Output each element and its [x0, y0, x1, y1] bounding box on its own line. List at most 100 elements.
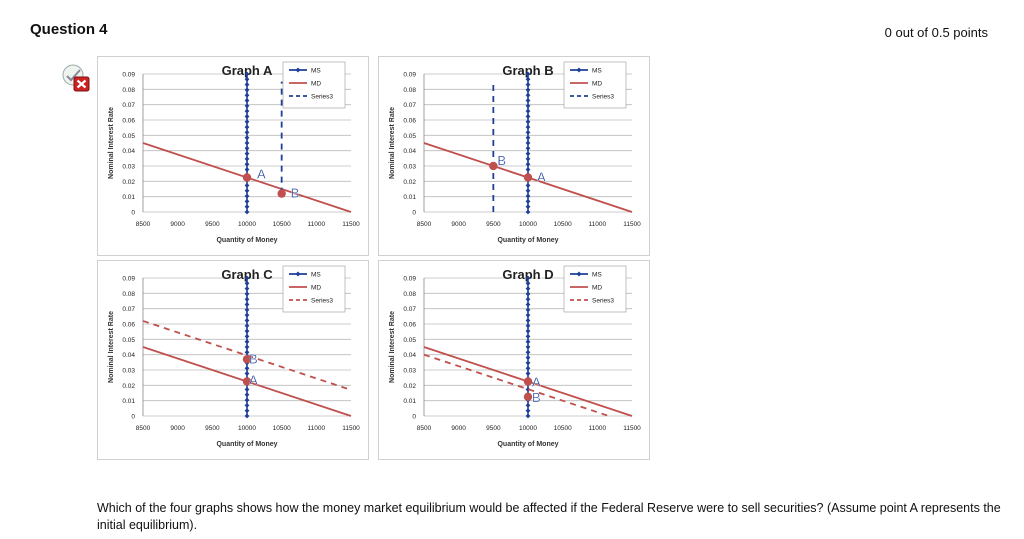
series-ms-point: [525, 156, 531, 162]
series-ms-point: [525, 413, 531, 419]
series-ms-point: [244, 119, 250, 125]
chart-title: Graph B: [502, 63, 553, 78]
series-ms-point: [525, 408, 531, 414]
series-ms-point: [244, 193, 250, 199]
series-ms-point: [244, 145, 250, 151]
y-tick-label: 0.01: [403, 194, 416, 201]
x-tick-label: 9500: [205, 425, 220, 432]
chart-title: Graph D: [502, 267, 553, 282]
series-ms-point: [525, 296, 531, 302]
chart-graph-b: 0 0.01 0.02 0.03 0.04 0.05 0.06 0.07 0.08 0.09 850…: [378, 56, 650, 256]
y-tick-label: 0.07: [122, 102, 135, 109]
series-ms-point: [525, 280, 531, 286]
y-tick-label: 0.06: [403, 118, 416, 125]
series-ms-point: [525, 198, 531, 204]
series-ms-point: [525, 87, 531, 93]
chart-title: Graph A: [222, 63, 273, 78]
chart-graph-d: 0 0.01 0.02 0.03 0.04 0.05 0.06 0.07 0.08 0.09 850…: [378, 260, 650, 460]
series-ms-point: [244, 328, 250, 334]
x-axis-label: Quantity of Money: [497, 441, 558, 448]
score-label: 0 out of 0.5 points: [884, 25, 988, 40]
chart-title: Graph C: [221, 267, 273, 282]
series-ms-point: [244, 82, 250, 88]
y-tick-label: 0.04: [122, 352, 135, 359]
y-tick-label: 0.01: [122, 194, 135, 201]
series-ms-point: [525, 145, 531, 151]
point-label: A: [257, 167, 266, 182]
equilibrium-point: [523, 392, 533, 402]
y-tick-label: 0.02: [122, 383, 135, 390]
series-ms-point: [525, 371, 531, 376]
x-tick-label: 9000: [451, 425, 466, 432]
series-ms-point: [244, 397, 250, 403]
chart-graph-c: 0 0.01 0.02 0.03 0.04 0.05 0.06 0.07 0.08 0.09 850…: [97, 260, 369, 460]
y-tick-label: 0.05: [403, 133, 416, 140]
x-tick-label: 11000: [589, 425, 607, 432]
x-tick-label: 9000: [170, 221, 185, 228]
x-tick-label: 9500: [486, 425, 501, 432]
series-ms-point: [244, 280, 250, 286]
x-tick-label: 8500: [417, 425, 432, 432]
equilibrium-point: [523, 377, 533, 386]
series-ms-point: [525, 209, 531, 215]
series-ms-point: [525, 135, 531, 141]
series-ms-point: [525, 119, 531, 125]
series-ms-point: [525, 302, 531, 307]
y-tick-label: 0.06: [122, 118, 135, 125]
legend-marker: [576, 67, 582, 73]
series-ms-point: [244, 156, 250, 162]
series-ms-point: [525, 402, 531, 408]
question-title: Question 4: [30, 21, 108, 38]
series-ms-point: [244, 71, 250, 77]
chart-graph-a: 0 0.01 0.02 0.03 0.04 0.05 0.06 0.07 0.08 0.09 850…: [97, 56, 369, 256]
series-ms-point: [244, 312, 250, 318]
y-tick-label: 0.06: [122, 322, 135, 329]
y-tick-label: 0.02: [122, 179, 135, 186]
series-ms-point: [525, 328, 531, 334]
y-tick-label: 0.09: [122, 276, 135, 283]
series-ms-point: [244, 188, 250, 194]
equilibrium-point: [242, 377, 252, 386]
equilibrium-point: [489, 161, 498, 171]
x-tick-label: 9500: [486, 221, 501, 228]
series-ms-point: [525, 318, 531, 323]
legend-label: MS: [592, 272, 602, 279]
x-tick-label: 11000: [308, 221, 326, 228]
series-ms-point: [244, 286, 250, 292]
series-ms-point: [525, 349, 531, 355]
series-ms-point: [525, 129, 531, 135]
series-ms-point: [244, 349, 250, 355]
y-tick-label: 0.01: [403, 398, 416, 405]
series-ms-point: [525, 124, 531, 130]
series-ms-point: [244, 167, 250, 172]
x-tick-label: 8500: [136, 221, 151, 228]
series-ms-point: [525, 286, 531, 292]
legend-label: MD: [311, 81, 321, 88]
series-ms-point: [525, 103, 531, 109]
series-ms-point: [525, 365, 531, 371]
series-ms-point: [525, 387, 531, 392]
point-label: B: [497, 153, 506, 168]
series-ms-point: [525, 188, 531, 194]
point-label: B: [291, 186, 300, 201]
series-ms-point: [244, 339, 250, 345]
question-text: Which of the four graphs shows how the m…: [97, 501, 1001, 532]
x-tick-label: 9000: [451, 221, 466, 228]
y-tick-label: 0.03: [122, 164, 135, 171]
y-tick-label: 0.07: [122, 306, 135, 313]
series-ms-point: [244, 87, 250, 93]
point-label: B: [532, 390, 541, 405]
y-axis-label: Nominal Interest Rate: [389, 311, 396, 383]
y-tick-label: 0.01: [122, 398, 135, 405]
series-ms-point: [244, 151, 250, 157]
legend-label: MS: [311, 68, 321, 75]
series-series3-line: [142, 320, 352, 391]
series-ms-point: [244, 302, 250, 307]
series-ms-point: [525, 76, 531, 82]
y-tick-label: 0.08: [122, 291, 135, 298]
series-ms-point: [244, 408, 250, 414]
series-ms-point: [244, 198, 250, 204]
chart-legend: MS MD Series3: [282, 61, 346, 109]
series-ms-point: [525, 291, 531, 297]
y-tick-label: 0.03: [403, 164, 416, 171]
